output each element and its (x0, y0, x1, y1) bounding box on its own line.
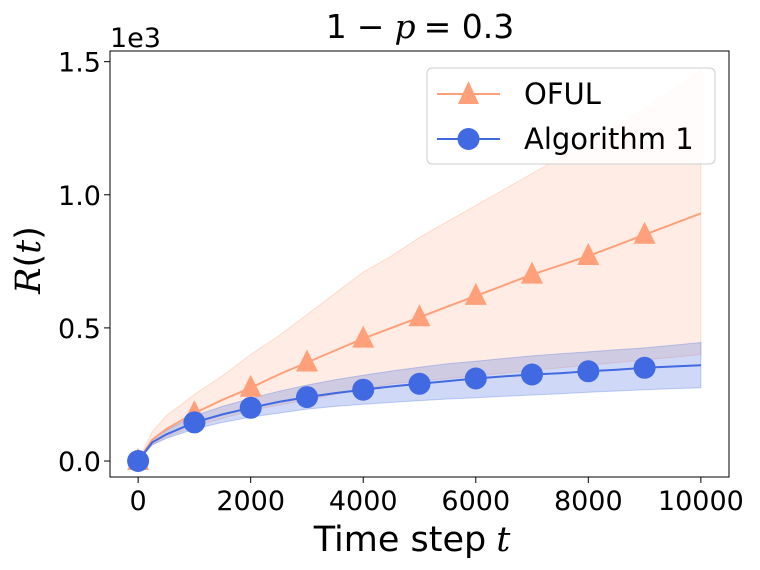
marker-oful (521, 261, 543, 284)
y-tick-label: 1.5 (58, 48, 101, 79)
x-tick-label: 0 (130, 486, 147, 517)
marker-oful (577, 243, 600, 265)
legend-label-algorithm: Algorithm 1 (524, 122, 694, 156)
marker-oful (239, 374, 262, 397)
marker-oful (296, 349, 318, 372)
series-markers (127, 221, 656, 472)
y-tick-label: 0.5 (58, 314, 101, 345)
marker-oful (464, 282, 487, 305)
x-axis-label: Time step t (313, 520, 512, 560)
marker-algorithm-1 (296, 386, 318, 409)
x-tick-label: 2000 (216, 486, 285, 517)
legend-label-oful: OFUL (524, 77, 601, 111)
legend-circle-icon (457, 128, 480, 150)
line-oful (137, 212, 702, 462)
y-tick-label: 0.0 (58, 447, 101, 478)
band-algorithm-1 (137, 341, 702, 462)
plot-frame (109, 50, 730, 478)
chart-title: 1− p = 0.3 (326, 7, 514, 46)
line-algorithm-1 (137, 364, 701, 462)
x-axis-ticks: 0 2000 4000 6000 8000 10000 (130, 477, 744, 517)
x-tick-label: 10000 (658, 486, 744, 517)
y-offset-text: 1e3 (110, 23, 161, 54)
marker-algorithm-1 (127, 450, 150, 472)
x-tick-label: 4000 (329, 486, 398, 517)
legend-triangle-icon (458, 81, 479, 104)
marker-oful (633, 221, 656, 244)
marker-oful (408, 304, 431, 327)
marker-algorithm-1 (239, 396, 262, 419)
y-axis-label: R(t) (9, 226, 49, 295)
marker-algorithm-1 (183, 411, 206, 434)
marker-algorithm-1 (521, 363, 543, 386)
legend: OFUL Algorithm 1 (426, 67, 716, 165)
x-tick-label: 8000 (554, 486, 623, 517)
y-axis-ticks: 0.0 0.5 1.0 1.5 (58, 48, 110, 478)
y-tick-label: 1.0 (58, 181, 101, 212)
marker-algorithm-1 (408, 372, 431, 395)
marker-algorithm-1 (352, 378, 375, 401)
marker-algorithm-1 (577, 360, 600, 383)
marker-algorithm-1 (633, 356, 656, 379)
x-tick-label: 6000 (441, 486, 510, 517)
marker-oful (352, 325, 375, 348)
series-lines (137, 212, 702, 462)
marker-algorithm-1 (464, 367, 487, 390)
